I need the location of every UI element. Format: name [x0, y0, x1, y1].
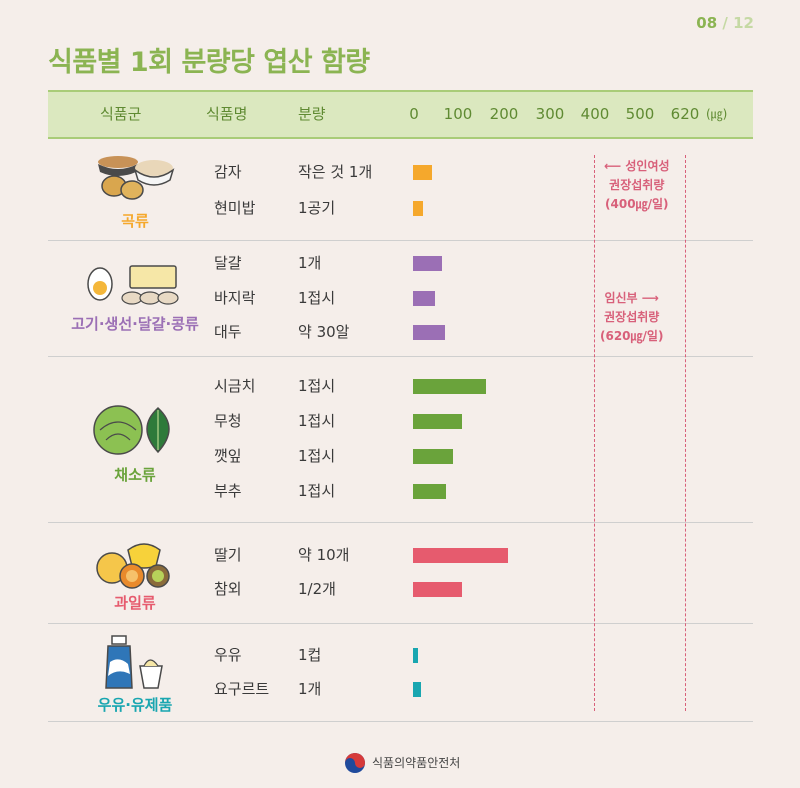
page-title: 식품별 1회 분량당 엽산 함량: [48, 47, 370, 78]
group-divider: [48, 240, 753, 241]
table-header: 식품군 식품명 분량 0 100 200 300 400 500 620 (㎍): [48, 90, 753, 139]
reference-note-title: 임신부: [604, 291, 638, 305]
egg-tofu-icon: [87, 265, 179, 305]
x-tick-label: 500: [625, 105, 655, 123]
food-name: 바지락: [214, 289, 256, 307]
food-name: 요구르트: [214, 680, 270, 698]
x-tick-label: 0: [409, 105, 419, 123]
page-slash: /: [722, 14, 728, 32]
reference-line-pregnant: [685, 155, 686, 711]
header-group: 식품군: [100, 105, 142, 123]
x-tick-label: 300: [535, 105, 565, 123]
food-amount: 약 30알: [298, 323, 350, 341]
reference-note-arrow-title: ⟵ 성인여성: [604, 157, 670, 176]
page-total: 12: [733, 14, 754, 32]
reference-note-pregnant: 임신부 ⟶ 권장섭취량 (620㎍/일): [600, 289, 663, 346]
food-amount: 1접시: [298, 412, 336, 430]
bar-chives: [413, 484, 447, 499]
reference-note-line: 권장섭취량: [604, 310, 660, 324]
fruits-icon: [96, 543, 170, 589]
bar-melon: [413, 582, 463, 597]
food-amount: 1접시: [298, 482, 336, 500]
page-current: 08: [696, 14, 718, 32]
group-divider: [48, 623, 753, 624]
bar-yogurt: [413, 682, 421, 697]
bar-brown-rice: [413, 201, 423, 216]
food-amount: 1개: [298, 254, 322, 272]
x-tick-label: 620: [670, 105, 700, 123]
bar-radish-greens: [413, 414, 463, 429]
food-amount: 1컵: [298, 646, 322, 664]
bar-egg: [413, 256, 443, 271]
reference-note-arrow-title: 임신부 ⟶: [600, 289, 663, 308]
food-name: 대두: [214, 323, 242, 341]
grain-bowls-icon: [98, 156, 175, 200]
reference-note-value: (620㎍/일): [600, 329, 664, 343]
food-amount: 1접시: [298, 289, 336, 307]
group-label-protein: 고기·생선·달걀·콩류: [71, 315, 199, 333]
food-name: 딸기: [214, 546, 242, 564]
food-name: 달걀: [214, 254, 242, 272]
reference-note-value: (400㎍/일): [605, 197, 669, 211]
group-divider: [48, 721, 753, 722]
reference-note-line: 권장섭취량: [609, 178, 665, 192]
food-amount: 1공기: [298, 199, 336, 217]
x-tick-label: 200: [489, 105, 519, 123]
food-name: 깻잎: [214, 447, 242, 465]
reference-line-adult-women: [594, 155, 595, 711]
food-name: 참외: [214, 580, 242, 598]
bar-strawberry: [413, 548, 508, 563]
food-amount: 1/2개: [298, 580, 336, 598]
food-name: 현미밥: [214, 199, 256, 217]
x-tick-label: 400: [580, 105, 610, 123]
x-unit-label: (㎍): [706, 107, 728, 121]
food-name: 무청: [214, 412, 242, 430]
bar-perilla-leaf: [413, 449, 454, 464]
bar-soybean: [413, 325, 445, 340]
reference-note-title: 성인여성: [625, 159, 670, 173]
food-name: 부추: [214, 482, 242, 500]
food-name: 시금치: [214, 377, 256, 395]
milk-yogurt-icon: [105, 635, 163, 689]
x-tick-label: 100: [443, 105, 473, 123]
header-amount: 분량: [298, 105, 326, 123]
food-name: 우유: [214, 646, 242, 664]
food-amount: 1접시: [298, 377, 336, 395]
food-amount: 약 10개: [298, 546, 350, 564]
group-label-dairy: 우유·유제품: [97, 696, 173, 714]
header-food: 식품명: [206, 105, 248, 123]
bar-potato: [413, 165, 432, 180]
bar-spinach: [413, 379, 486, 394]
arrow-left-icon: ⟵: [604, 159, 626, 173]
food-name: 감자: [214, 163, 242, 181]
taegeuk-logo-icon: [345, 753, 365, 773]
group-divider: [48, 522, 753, 523]
group-divider: [48, 356, 753, 357]
group-label-grains: 곡류: [121, 212, 149, 230]
bar-milk: [413, 648, 418, 663]
food-amount: 1접시: [298, 447, 336, 465]
food-amount: 작은 것 1개: [298, 163, 373, 181]
cabbage-leaf-icon: [93, 405, 170, 455]
group-label-vegetables: 채소류: [114, 466, 156, 484]
bar-clam: [413, 291, 435, 306]
group-label-fruits: 과일류: [114, 594, 156, 612]
organization-name: 식품의약품안전처: [372, 756, 461, 770]
food-amount: 1개: [298, 680, 322, 698]
page-number: 08 / 12: [696, 14, 754, 32]
arrow-right-icon: ⟶: [637, 291, 659, 305]
reference-note-adult-women: ⟵ 성인여성 권장섭취량 (400㎍/일): [604, 157, 670, 214]
